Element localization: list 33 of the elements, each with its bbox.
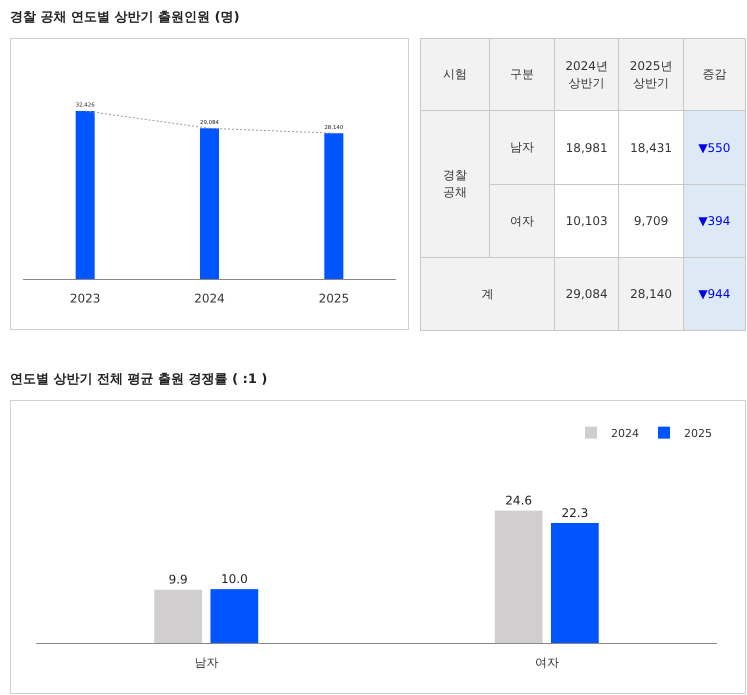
text: 9,709 xyxy=(618,184,684,258)
x-tick-label: 2025 xyxy=(318,291,350,306)
text: ▼944 xyxy=(683,258,746,330)
text: 2024년 상반기 xyxy=(554,38,619,110)
data-label: 24.6 xyxy=(505,494,532,508)
x-tick-label: 2024 xyxy=(194,291,225,306)
bar xyxy=(154,590,202,643)
data-label: 10.0 xyxy=(220,572,248,586)
text: 18,431 xyxy=(618,110,684,184)
text: 구분 xyxy=(490,38,554,110)
chart-title: 경찰 공채 연도별 상반기 출원인원 (명) xyxy=(10,9,240,26)
text: 10,103 xyxy=(554,184,619,258)
bar xyxy=(550,522,599,643)
text: 2025년 상반기 xyxy=(618,38,684,110)
bar xyxy=(494,510,543,643)
data-label: 9.9 xyxy=(168,572,188,587)
text: 남자 xyxy=(490,110,554,184)
text: 시험 xyxy=(420,38,490,110)
text: ▼550 xyxy=(683,110,746,184)
text: 여자 xyxy=(490,184,554,258)
text: 28,140 xyxy=(618,258,684,330)
chart-title: 연도별 상반기 전체 평균 출원 경쟁률 ( :1 ) xyxy=(10,371,268,388)
data-label: 22.3 xyxy=(561,506,588,520)
text: 경찰 공채 xyxy=(420,110,490,258)
legend-label: 2025 xyxy=(684,426,712,440)
text: 증감 xyxy=(683,38,746,110)
bar xyxy=(210,589,258,643)
text: 18,981 xyxy=(554,110,619,184)
text: ▼394 xyxy=(683,184,746,258)
x-tick-label: 2023 xyxy=(70,291,100,306)
text: 29,084 xyxy=(554,258,619,330)
text: 계 xyxy=(420,258,554,330)
legend-label: 2024 xyxy=(611,426,639,440)
